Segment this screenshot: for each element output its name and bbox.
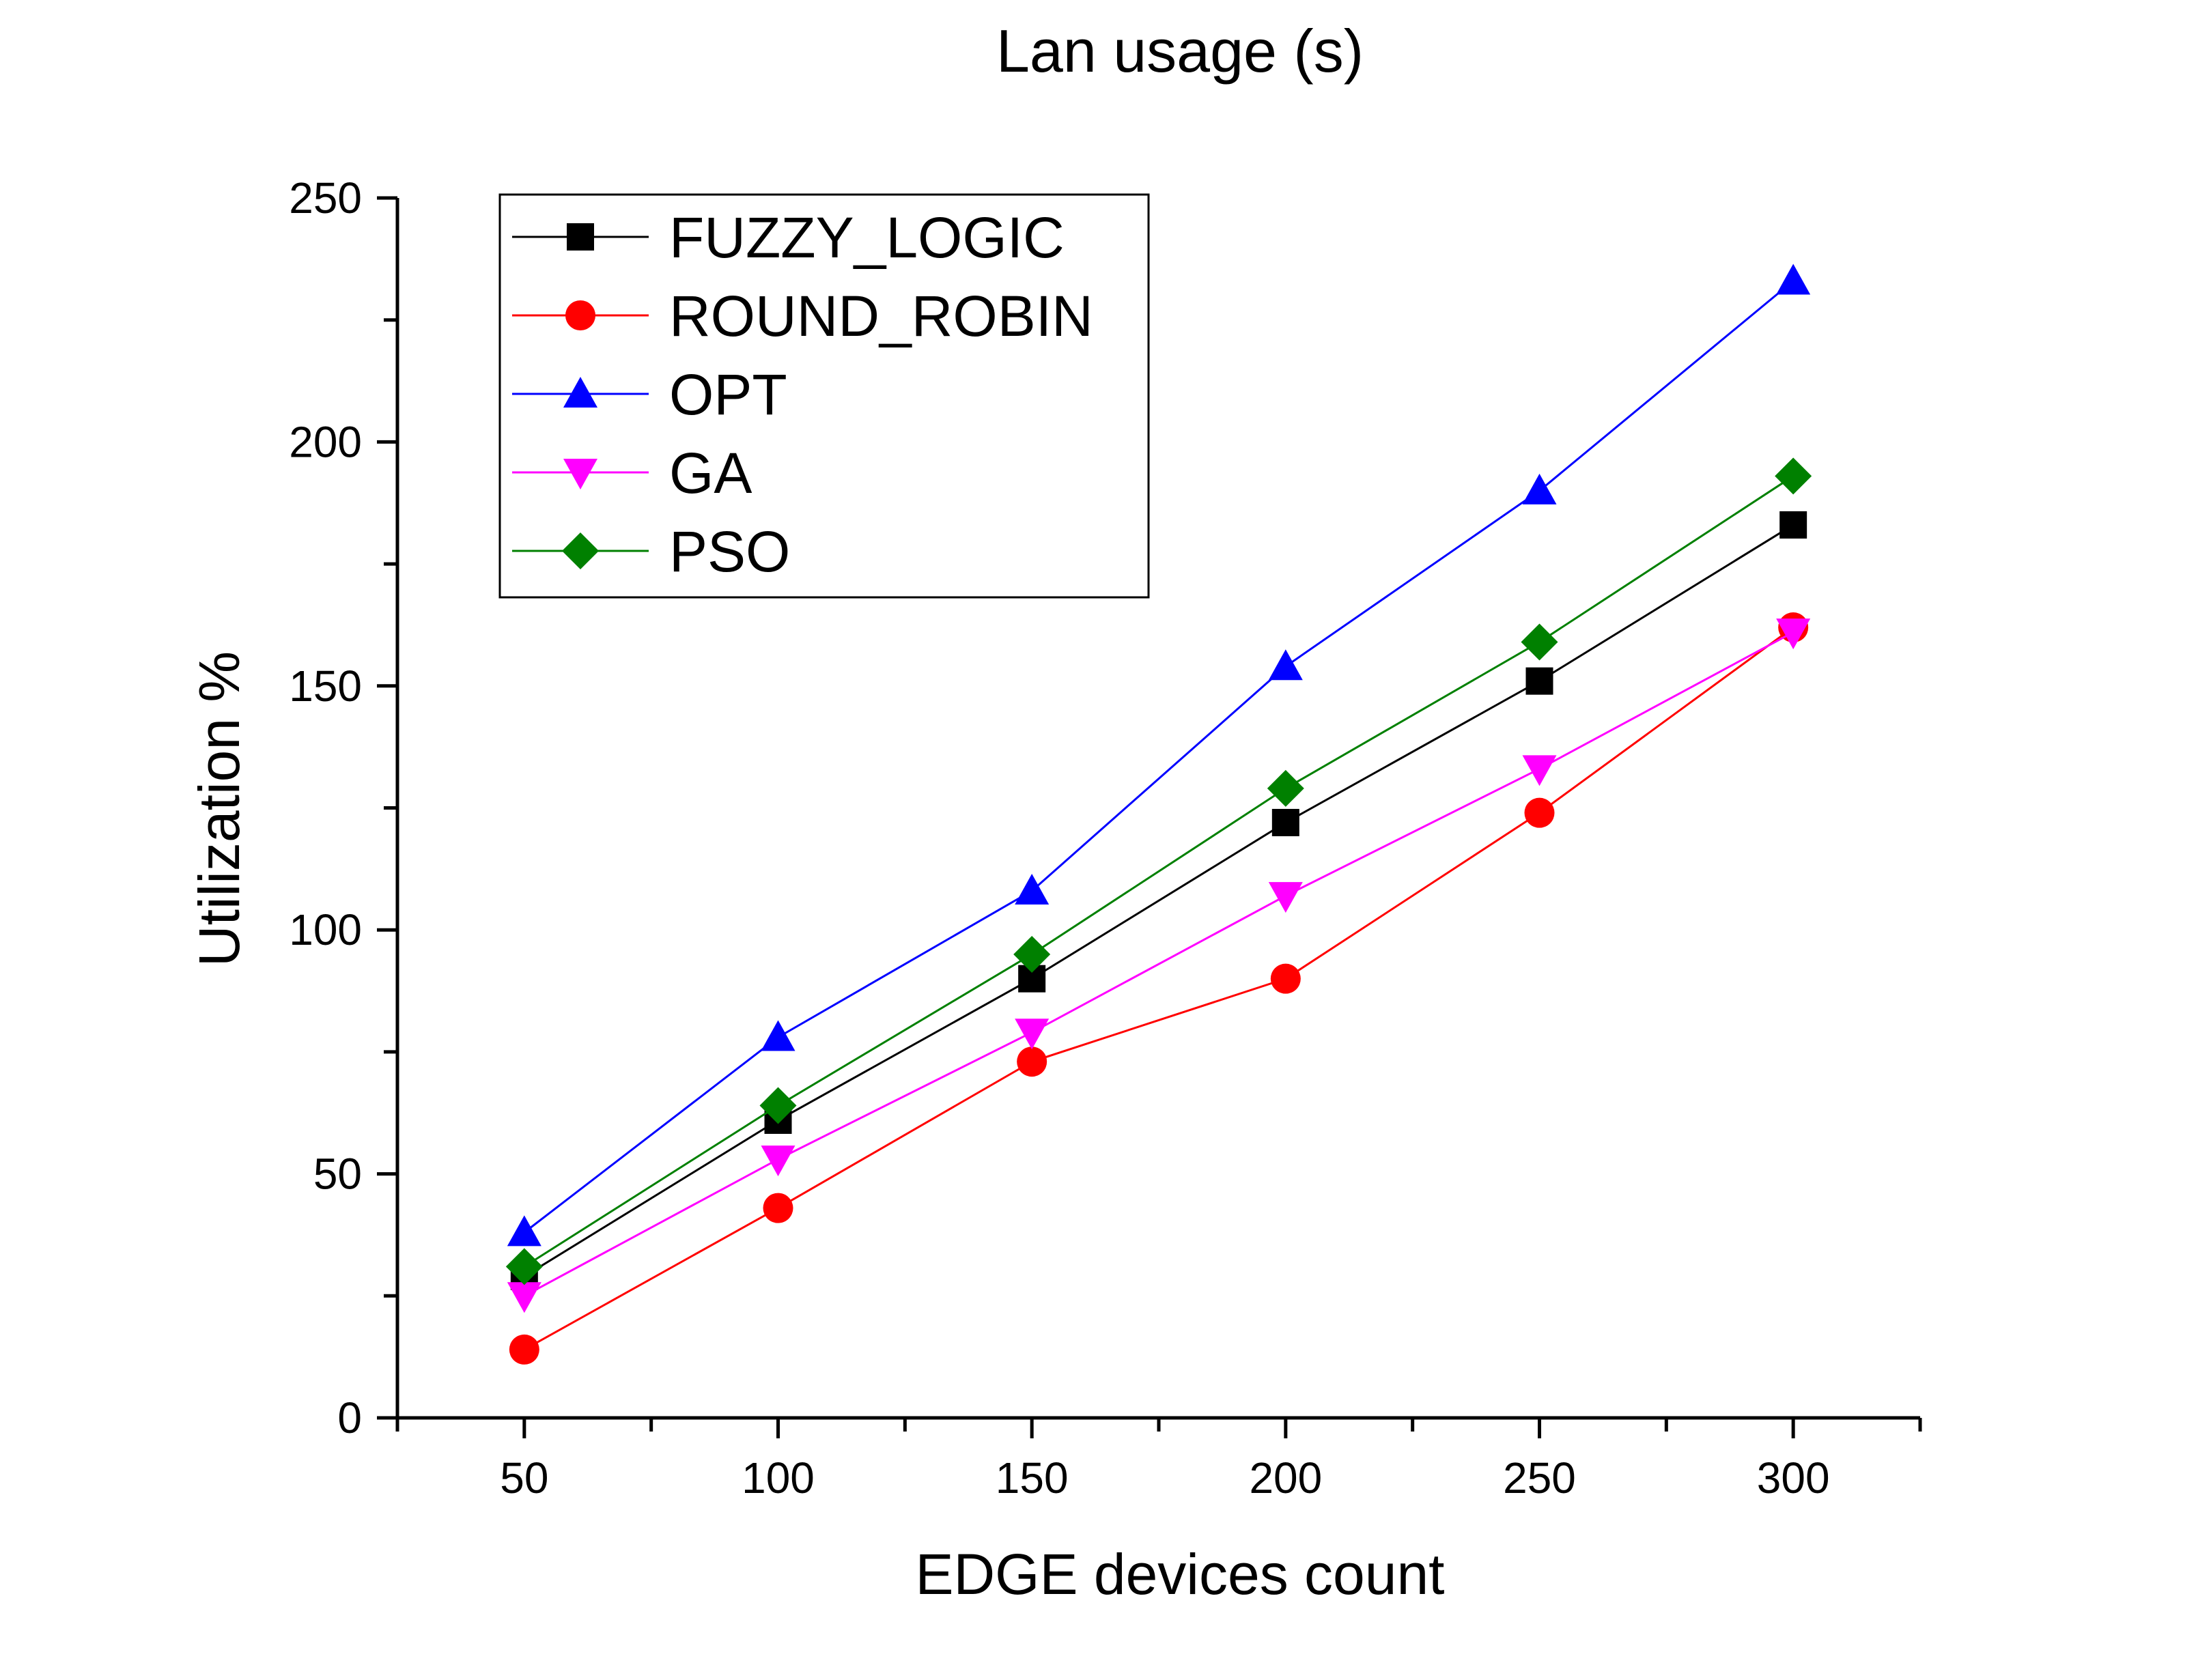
y-tick-label: 100 — [289, 905, 362, 954]
legend: FUZZY_LOGIC ROUND_ROBIN OPT GA PSO — [498, 193, 1150, 599]
data-point-pso — [1521, 623, 1558, 661]
x-tick-label: 200 — [1249, 1453, 1322, 1503]
x-axis-label: EDGE devices count — [915, 1542, 1444, 1606]
data-point-pso — [1013, 935, 1051, 973]
y-tick-label: 50 — [313, 1150, 362, 1199]
legend-marker-pso — [562, 532, 599, 569]
y-tick-label: 0 — [337, 1393, 362, 1442]
data-point-opt — [1268, 649, 1303, 681]
data-point-opt — [507, 1215, 541, 1247]
x-tick-label: 100 — [742, 1453, 815, 1503]
data-point-ga — [761, 1145, 796, 1177]
data-point-ga — [507, 1282, 541, 1313]
data-point-round-robin — [1524, 797, 1555, 828]
data-point-pso — [1267, 769, 1304, 807]
data-point-fuzzy-logic — [1779, 511, 1807, 539]
data-point-ga — [1268, 882, 1303, 913]
data-point-ga — [1015, 1019, 1050, 1050]
data-point-round-robin — [1270, 963, 1301, 994]
data-point-fuzzy-logic — [1271, 808, 1299, 836]
chart-title: Lan usage (s) — [996, 17, 1364, 85]
series-round-robin — [509, 612, 1809, 1365]
data-point-ga — [1776, 618, 1811, 650]
series-fuzzy-logic — [510, 511, 1807, 1290]
legend-box — [498, 193, 1150, 599]
series-pso — [505, 457, 1812, 1285]
series-layer — [505, 264, 1812, 1365]
data-point-opt — [1776, 264, 1811, 295]
series-line-round-robin — [524, 626, 1794, 1351]
x-tick-label: 150 — [996, 1453, 1069, 1503]
series-line-pso — [524, 475, 1794, 1268]
y-tick-label: 200 — [289, 417, 362, 466]
data-point-pso — [505, 1248, 543, 1285]
legend-marker-fuzzy-logic — [567, 223, 594, 251]
data-point-fuzzy-logic — [1525, 667, 1553, 695]
data-point-round-robin — [1017, 1047, 1047, 1077]
legend-label-pso: PSO — [669, 519, 790, 584]
legend-label-fuzzy-logic: FUZZY_LOGIC — [669, 205, 1065, 270]
data-point-round-robin — [509, 1334, 539, 1365]
series-line-ga — [524, 631, 1794, 1297]
series-line-fuzzy-logic — [524, 524, 1794, 1277]
data-point-ga — [1522, 755, 1557, 786]
y-axis-label: Utilization % — [187, 651, 251, 967]
data-point-pso — [759, 1087, 797, 1124]
x-tick-label: 50 — [500, 1453, 548, 1503]
y-tick-label: 150 — [289, 661, 362, 711]
series-line-opt — [523, 280, 1794, 1234]
data-point-opt — [1015, 874, 1050, 905]
axes: 50 100 150 200 250 300 0 50 100 150 200 250 — [289, 173, 1922, 1503]
series-opt — [507, 264, 1811, 1247]
y-tick-label: 250 — [289, 173, 362, 223]
series-ga — [507, 618, 1811, 1313]
legend-label-opt: OPT — [669, 362, 787, 427]
data-point-pso — [1775, 457, 1812, 495]
legend-marker-opt — [563, 377, 597, 408]
x-tick-label: 250 — [1503, 1453, 1576, 1503]
data-point-round-robin — [763, 1193, 793, 1223]
legend-marker-round-robin — [565, 300, 595, 330]
legend-marker-ga — [563, 459, 597, 489]
data-point-opt — [1522, 473, 1557, 504]
x-tick-label: 300 — [1757, 1453, 1830, 1503]
legend-label-round-robin: ROUND_ROBIN — [669, 284, 1093, 348]
data-point-opt — [761, 1020, 796, 1051]
legend-label-ga: GA — [669, 441, 752, 505]
